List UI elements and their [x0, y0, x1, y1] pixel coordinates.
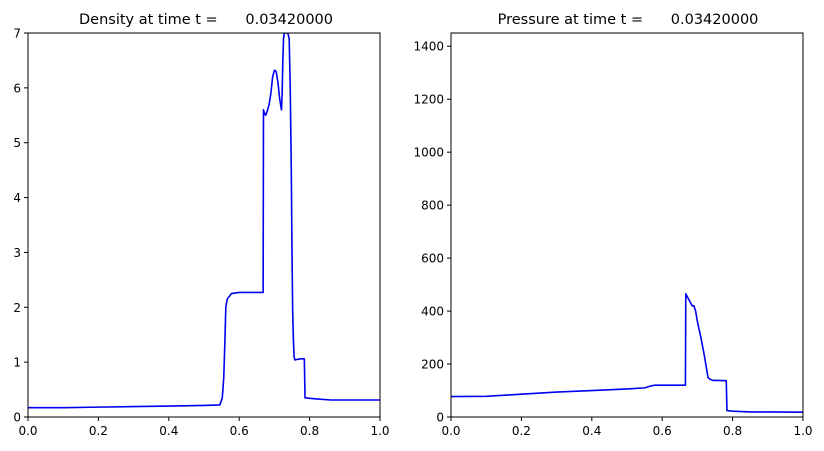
- pressure-x-tick-label: 0.4: [582, 424, 601, 438]
- pressure-chart-panel: Pressure at time t = 0.03420000 0.0 0.2 0.…: [413, 12, 812, 438]
- density-chart-panel: Density at time t = 0.03420000 0.0 0.2 0.4…: [13, 12, 389, 438]
- pressure-series-line: [451, 293, 803, 414]
- density-x-tick-label: 1.0: [370, 424, 389, 438]
- pressure-x-tick-label: 1.0: [793, 424, 812, 438]
- density-x-tick-label: 0.4: [159, 424, 178, 438]
- pressure-y-tick-label: 0: [436, 411, 444, 425]
- density-y-tick-label: 4: [13, 191, 21, 205]
- pressure-chart-title: Pressure at time t = 0.03420000: [498, 12, 759, 28]
- pressure-x-tick-label: 0.6: [653, 424, 672, 438]
- pressure-y-tick-label: 200: [421, 358, 444, 372]
- pressure-x-tick-label: 0.8: [723, 424, 742, 438]
- density-x-tick-label: 0.6: [230, 424, 249, 438]
- pressure-y-tick-label: 1200: [413, 93, 444, 107]
- pressure-y-tick-label: 600: [421, 252, 444, 266]
- density-series-line: [28, 33, 380, 409]
- density-y-tick-label: 2: [13, 301, 21, 315]
- density-y-tick-label: 7: [13, 27, 21, 41]
- density-y-tick-label: 6: [13, 81, 21, 95]
- density-plot-frame: [27, 32, 381, 418]
- pressure-y-tick-label: 1000: [413, 146, 444, 160]
- pressure-y-tick-label: 400: [421, 305, 444, 319]
- pressure-plot-frame: [450, 32, 804, 418]
- pressure-x-tick-label: 0.2: [512, 424, 531, 438]
- density-x-tick-label: 0.0: [18, 424, 37, 438]
- pressure-y-tick-label: 1400: [413, 40, 444, 54]
- pressure-x-tick-label: 0.0: [441, 424, 460, 438]
- density-y-tick-label: 5: [13, 136, 21, 150]
- density-x-tick-label: 0.8: [300, 424, 319, 438]
- density-y-tick-label: 1: [13, 356, 21, 370]
- density-y-tick-label: 0: [13, 411, 21, 425]
- density-x-tick-label: 0.2: [89, 424, 108, 438]
- density-chart-title: Density at time t = 0.03420000: [79, 12, 333, 28]
- pressure-y-tick-label: 800: [421, 199, 444, 213]
- density-y-tick-label: 3: [13, 246, 21, 260]
